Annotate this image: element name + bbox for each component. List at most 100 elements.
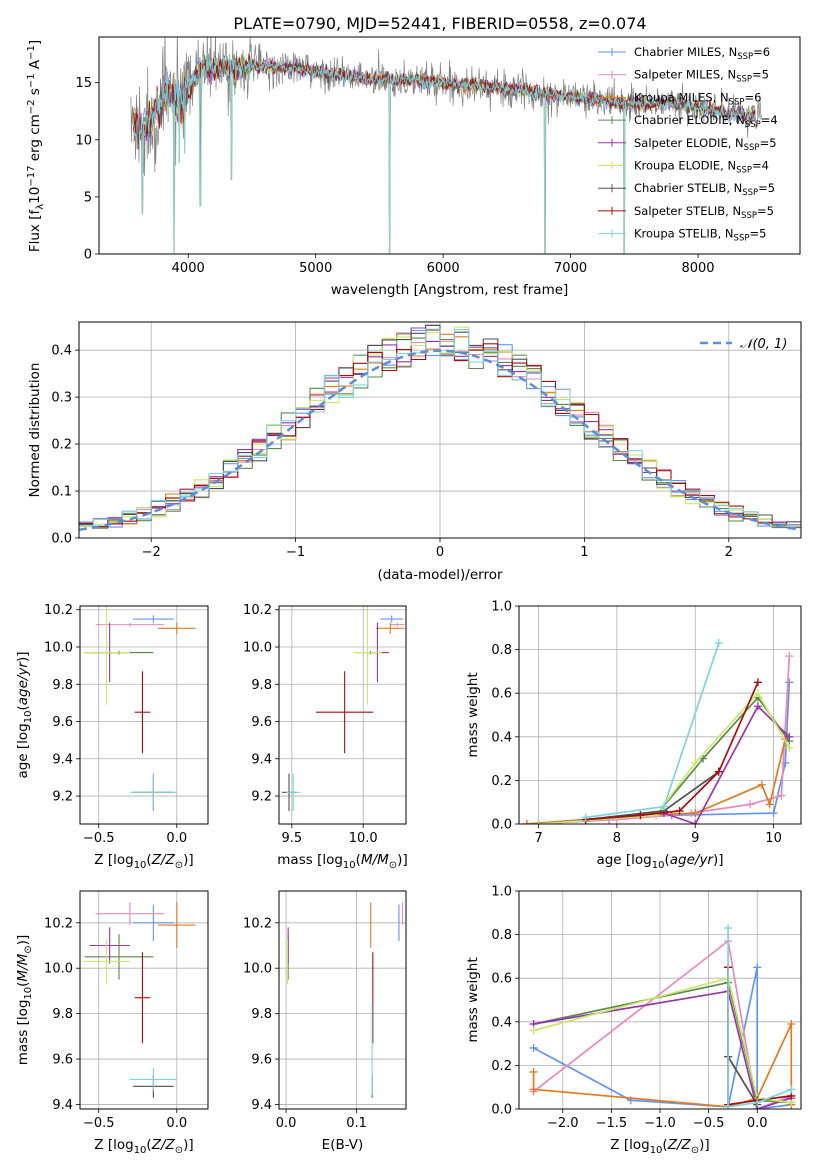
x-tick-label: 7000 xyxy=(554,261,587,276)
weight-marker-salpeter_stelib xyxy=(675,806,684,815)
plot-area xyxy=(130,37,762,254)
label-part: ⊙ xyxy=(389,860,397,871)
legend-text: Chabrier MILES, N xyxy=(634,45,737,59)
label-part: age [log xyxy=(596,852,651,868)
label-part: Z/Z xyxy=(151,852,176,868)
errorbar-kroupa_stelib xyxy=(286,773,301,811)
axes-frame xyxy=(278,890,407,1110)
errorbar-kroupa_elodie xyxy=(83,938,130,985)
label-part: 10 xyxy=(134,860,147,871)
y-tick-label: 9.2 xyxy=(52,790,73,805)
weight-marker-kroupa_elodie xyxy=(753,689,762,698)
y-tick-label: 0.6 xyxy=(491,972,512,987)
x-tick-label: 0.0 xyxy=(166,1116,187,1131)
y-tick-label: 10 xyxy=(75,133,92,148)
label-part: Z [log xyxy=(610,1137,649,1153)
x-tick-label: 9.5 xyxy=(281,831,302,846)
y-tick-label: 5 xyxy=(84,190,92,205)
x-tick-label: 10.0 xyxy=(349,831,378,846)
errorbar-kroupa_stelib xyxy=(129,1068,177,1091)
axes-mass_vs_ebv: 0.0 0.1 9.4 9.6 9.8 10.0 10.2 E(B-V) xyxy=(243,890,407,1153)
label-part: Z [log xyxy=(94,852,133,868)
label-part: Z/Z xyxy=(151,1137,176,1153)
y-tick-label: 10.0 xyxy=(44,640,73,655)
y-tick-label: 10.2 xyxy=(243,916,272,931)
legend-label-salpeter_miles: Salpeter MILES, NSSP=5 xyxy=(634,68,769,85)
errorbar-chabrier_miles xyxy=(133,615,174,623)
errorbar-kroupa_stelib xyxy=(129,773,177,811)
y-tick-label: 9.4 xyxy=(251,1098,272,1113)
legend-label-chabrier_stelib: Chabrier STELIB, NSSP=5 xyxy=(634,181,775,198)
weight-marker-kroupa_miles xyxy=(529,1067,538,1076)
axes-border xyxy=(518,890,802,1110)
label-part: )] xyxy=(183,1137,194,1153)
x-tick-label: −0.5 xyxy=(83,1116,115,1131)
legend-sub: SSP xyxy=(744,143,760,153)
y-tick-label: 9.4 xyxy=(52,752,73,767)
weight-marker-chabrier_elodie xyxy=(699,754,708,763)
weight-marker-salpeter_elodie xyxy=(753,702,762,711)
axes-frame xyxy=(79,605,209,825)
weight-marker-kroupa_stelib xyxy=(714,639,723,648)
x-tick-label: 8000 xyxy=(681,261,714,276)
weight-marker-chabrier_miles xyxy=(769,809,778,818)
weight-marker-salpeter_elodie xyxy=(691,820,700,824)
figure-title: PLATE=0790, MJD=52441, FIBERID=0558, z=0… xyxy=(233,14,646,33)
errorbar-chabrier_miles xyxy=(133,904,174,941)
legend-label-salpeter_elodie: Salpeter ELODIE, NSSP=5 xyxy=(634,136,777,153)
axes-border xyxy=(98,36,801,255)
axes-frame xyxy=(79,890,209,1110)
weight-marker-kroupa_miles xyxy=(522,820,531,824)
x-tick-label: 0.1 xyxy=(346,1116,367,1131)
label-part: s xyxy=(27,88,43,99)
legend-text: Salpeter ELODIE, N xyxy=(634,136,744,150)
weight-marker-chabrier_miles xyxy=(753,963,762,972)
label-part: 10 xyxy=(652,860,665,871)
legend-text: Salpeter MILES, N xyxy=(634,68,736,82)
label-part: 10 xyxy=(650,1145,663,1156)
label-part: 10 xyxy=(134,1145,147,1156)
weight-marker-kroupa_stelib xyxy=(724,1102,733,1109)
y-tick-label: 9.4 xyxy=(52,1098,73,1113)
x-tick-label: 0.0 xyxy=(747,1116,768,1131)
legend-tail: =6 xyxy=(744,90,761,104)
legend-tail: =5 xyxy=(760,136,777,150)
y-tick-label: 10.0 xyxy=(243,962,272,977)
y-tick-label: 10.0 xyxy=(243,640,272,655)
label-part: M/M xyxy=(15,953,31,981)
axes-residuals: −2 −1 0 1 2 0.0 0.1 0.2 0.3 0.4 (data-model)/error… xyxy=(27,321,802,583)
legend-tail: =5 xyxy=(752,68,769,82)
axes-spectrum: 4000 5000 6000 7000 8000 0 5 10 15 wavelength [An… xyxy=(26,36,801,298)
x-tick-label: −2.0 xyxy=(547,1116,579,1131)
grid xyxy=(279,606,406,824)
weight-line-salpeter_elodie xyxy=(533,990,792,1109)
axis-label: Z [log10(Z/Z⊙)] xyxy=(94,852,193,871)
label-part: Flux [f xyxy=(27,209,43,253)
y-tick-label: 1.0 xyxy=(491,885,512,900)
y-tick-label: 0.2 xyxy=(51,438,72,453)
weight-marker-kroupa_elodie xyxy=(534,820,543,824)
y-tick-label: 1.0 xyxy=(491,600,512,615)
legend-label-kroupa_stelib: Kroupa STELIB, NSSP=5 xyxy=(634,227,766,244)
label-part: ( xyxy=(15,982,31,987)
weight-line-kroupa_stelib xyxy=(727,928,792,1108)
weight-marker-salpeter_stelib xyxy=(714,767,723,776)
weight-marker-salpeter_elodie xyxy=(785,732,794,741)
axis-label: Z [log10(Z/Z⊙)] xyxy=(610,1137,709,1156)
label-part: −17 xyxy=(26,166,37,187)
axis-label: mass [log10(M/M⊙)] xyxy=(15,935,34,1065)
y-tick-label: 9.8 xyxy=(251,678,272,693)
legend-tail: =4 xyxy=(761,113,778,127)
y-tick-label: 9.6 xyxy=(52,1053,73,1068)
label-part: ] xyxy=(27,40,43,45)
x-tick-label: 2 xyxy=(725,545,733,560)
label-part: 10 xyxy=(23,711,34,724)
label-part: Z/Z xyxy=(667,1137,692,1153)
axis-label: mass [log10(M/M⊙)] xyxy=(277,852,407,871)
weight-marker-kroupa_miles xyxy=(757,780,766,789)
weight-line-kroupa_elodie xyxy=(533,977,792,1104)
axes-age_vs_mass: 9.5 10.0 9.2 9.4 9.6 9.8 10.0 10.2 mass [log10(M… xyxy=(243,603,408,871)
y-tick-label: 10.2 xyxy=(44,916,73,931)
y-tick-label: 0.0 xyxy=(491,818,512,833)
weight-marker-chabrier_miles xyxy=(529,1043,538,1052)
